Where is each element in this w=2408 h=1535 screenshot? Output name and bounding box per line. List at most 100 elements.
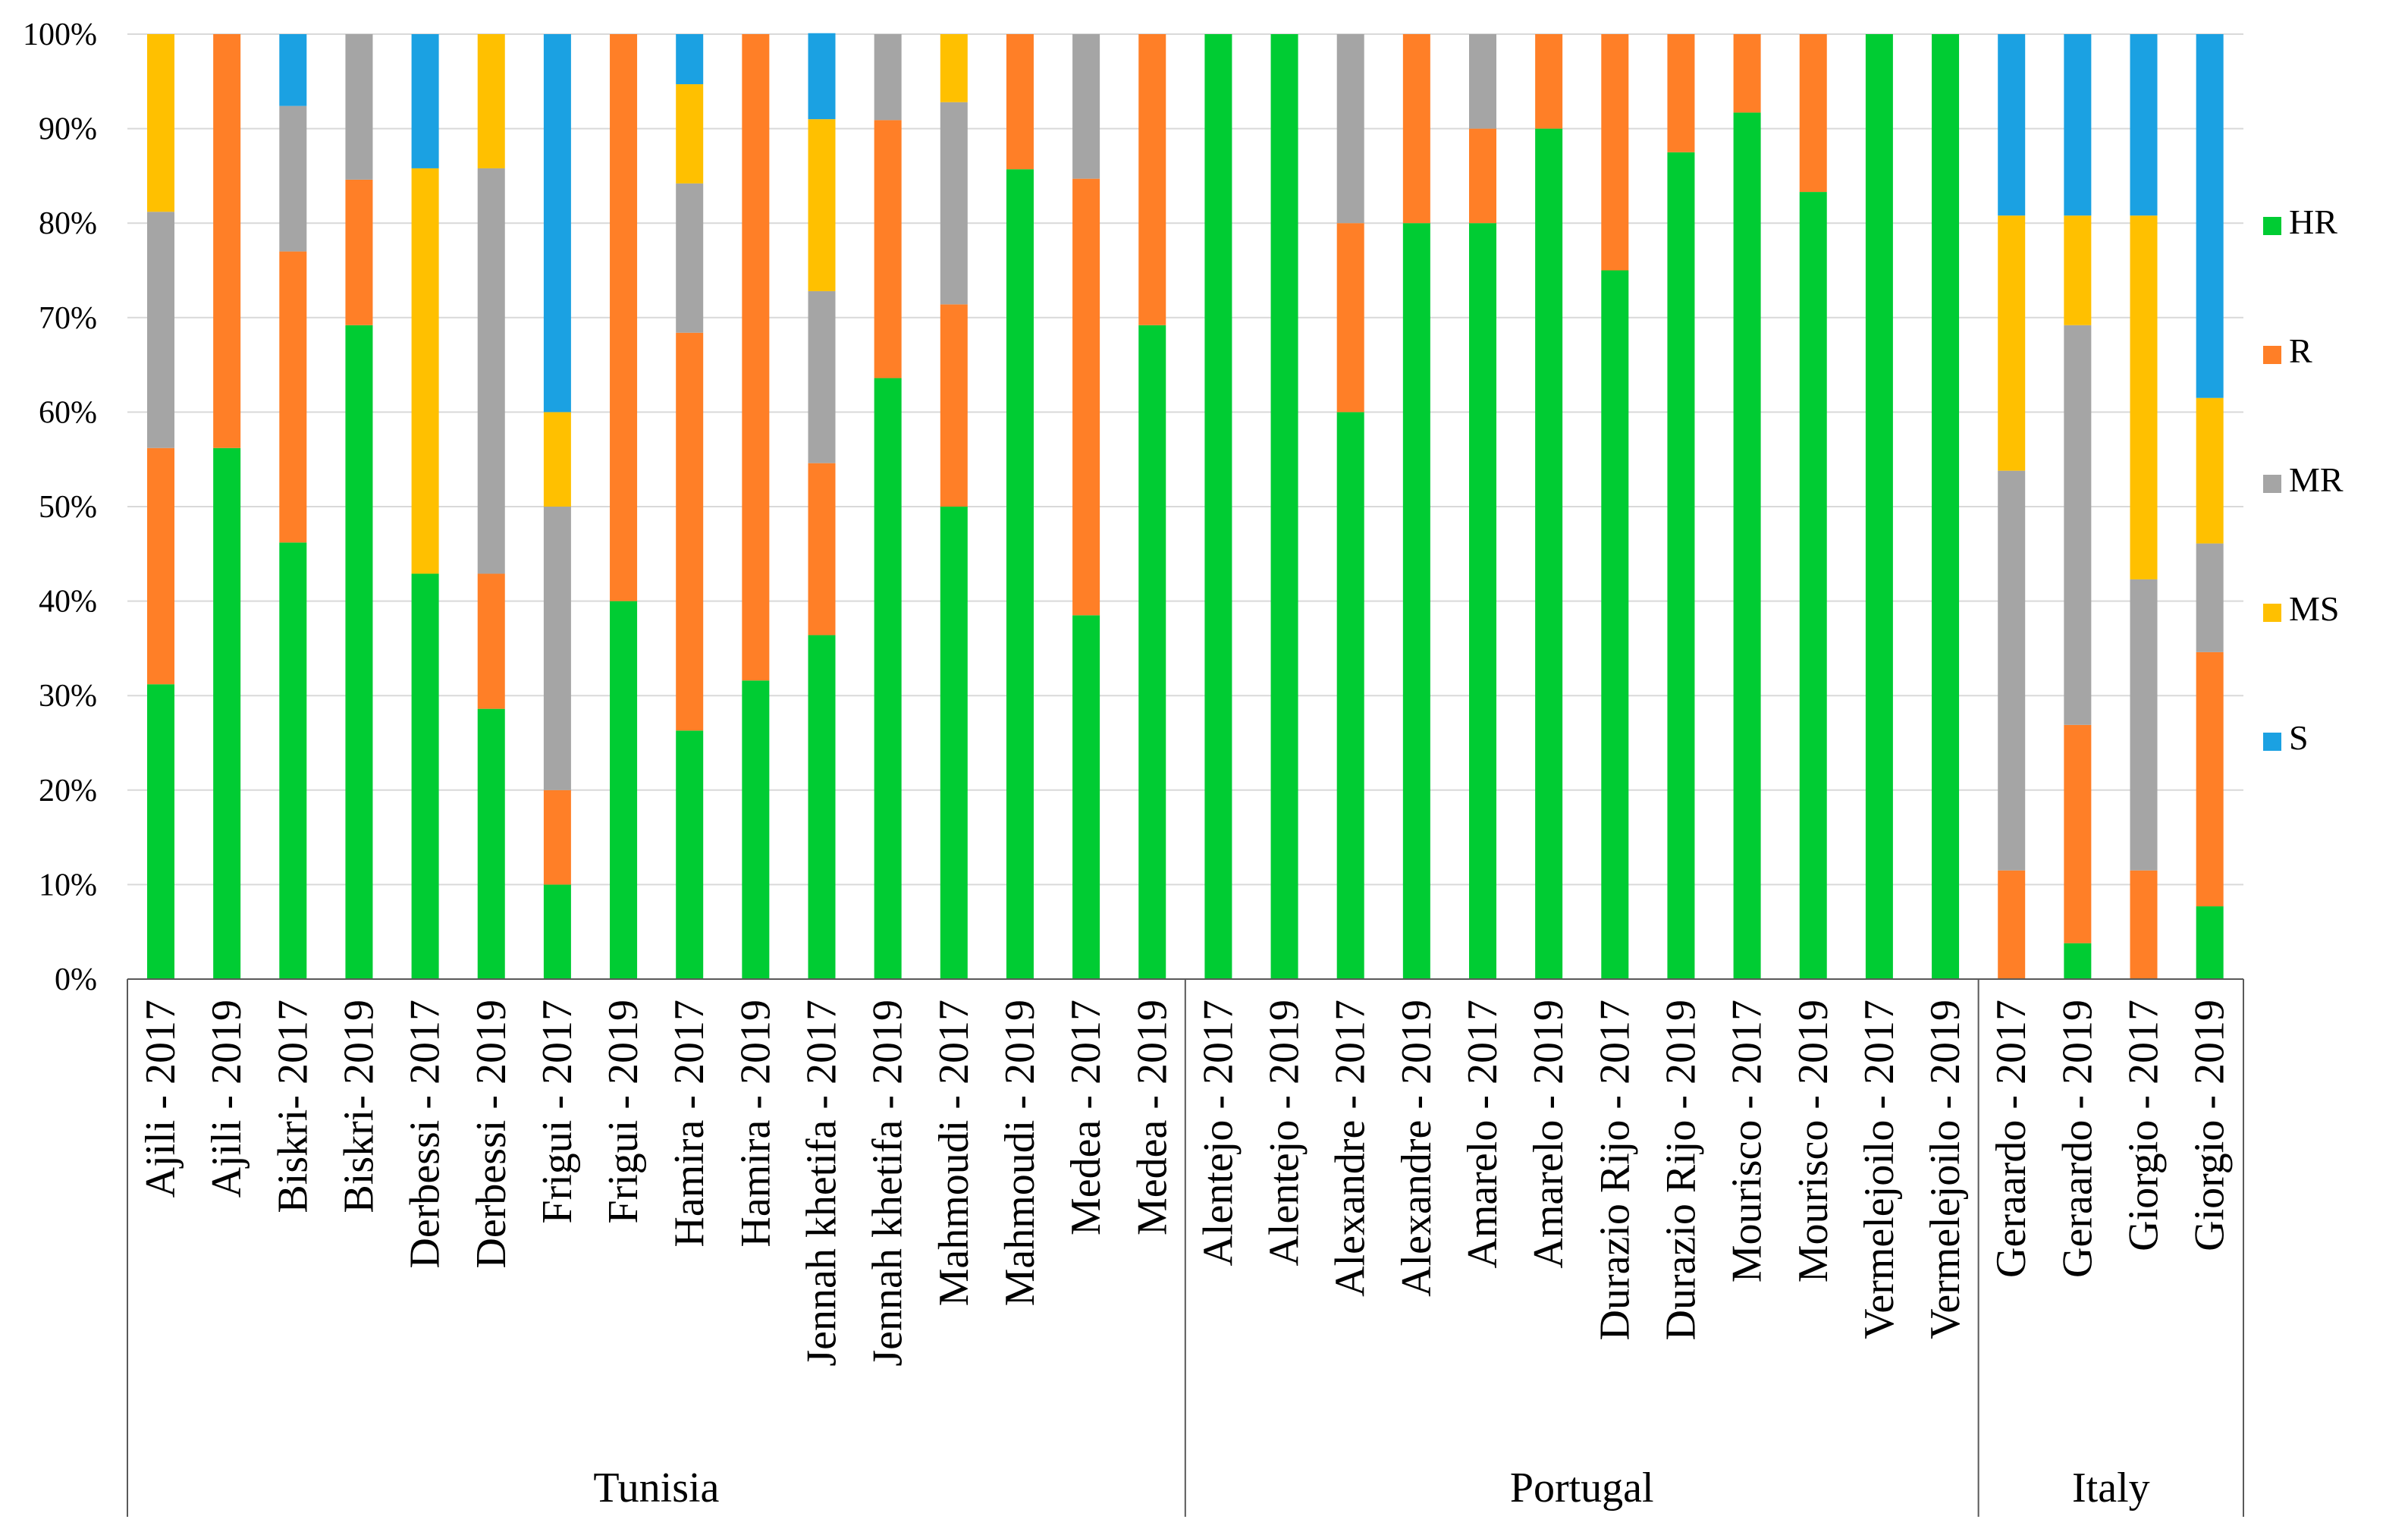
legend-label-r: R (2289, 331, 2312, 370)
bar-segment-r (279, 251, 307, 543)
x-tick-label: Biskri- 2017 (269, 1000, 316, 1213)
bar-segment-mr (1072, 34, 1100, 179)
bar-segment-ms (543, 412, 571, 507)
x-tick-label: Biskri- 2019 (335, 1000, 382, 1213)
x-tick-label: Vermelejoilo - 2017 (1856, 1000, 1903, 1339)
bar-segment-r (2130, 870, 2158, 979)
x-tick-label: Durazio Rijo - 2017 (1591, 1000, 1638, 1340)
bar-segment-r (1535, 34, 1563, 129)
bar-segment-r (874, 120, 902, 378)
group-label: Portugal (1510, 1464, 1654, 1511)
x-tick-label: Giorgio - 2017 (2121, 1000, 2168, 1251)
bar-segment-mr (147, 212, 174, 448)
bar-segment-ms (147, 34, 174, 212)
bar-segment-s (676, 34, 704, 85)
legend-label-mr: MR (2289, 460, 2344, 499)
x-tick-label: Medea - 2017 (1063, 1000, 1110, 1235)
bar-segment-hr (1469, 223, 1496, 979)
x-tick-label: Geraardo - 2019 (2054, 1000, 2101, 1278)
bar-segment-hr (1667, 152, 1695, 979)
x-tick-label: Durazio Rijo - 2019 (1657, 1000, 1704, 1340)
bar-segment-hr (610, 601, 638, 979)
x-tick-label: Mourisco - 2017 (1724, 1000, 1771, 1282)
bar-segment-ms (808, 119, 836, 291)
x-axis (127, 978, 2244, 1517)
bar-segment-hr (808, 635, 836, 979)
bar-segment-hr (1204, 34, 1232, 979)
bar-segment-s (411, 34, 439, 168)
bar-segment-r (940, 304, 968, 507)
bar-segment-mr (2064, 325, 2092, 725)
y-tick-label: 80% (39, 206, 97, 241)
bar-segment-ms (676, 84, 704, 184)
bar-segment-mr (874, 34, 902, 121)
group-label: Tunisia (593, 1464, 719, 1511)
x-tick-label: Hamira - 2019 (732, 1000, 779, 1248)
bar-segment-ms (2130, 215, 2158, 579)
y-tick-label: 30% (39, 679, 97, 714)
bar-segment-ms (2196, 397, 2224, 544)
bar-segment-mr (279, 105, 307, 252)
x-tick-label: Alexandre - 2017 (1327, 1000, 1374, 1297)
bar-segment-s (279, 34, 307, 106)
bar-segment-mr (2196, 543, 2224, 652)
bar-segment-hr (1535, 128, 1563, 980)
y-tick-label: 40% (39, 585, 97, 620)
bar-segment-hr (543, 884, 571, 979)
legend-swatch-s (2263, 733, 2281, 751)
bar-segment-hr (2064, 943, 2092, 979)
bar-segment-hr (1270, 34, 1298, 979)
bar-segment-hr (742, 680, 770, 979)
bar-segment-r (2196, 651, 2224, 907)
x-tick-label: Jennah khetifa - 2019 (865, 1000, 912, 1367)
bar-segment-mr (1998, 470, 2026, 871)
bar-segment-hr (1006, 169, 1034, 980)
bars (147, 33, 2224, 980)
bar-segment-mr (2130, 579, 2158, 871)
x-tick-label: Amarelo - 2019 (1525, 1000, 1572, 1269)
y-tick-label: 0% (55, 962, 97, 997)
x-tick-label: Ajili - 2017 (137, 1000, 184, 1198)
bar-segment-s (543, 34, 571, 413)
bar-segment-mr (1336, 34, 1364, 224)
x-tick-label: Derbessi - 2017 (402, 1000, 449, 1269)
x-axis-ticks: Ajili - 2017 Ajili - 2019 Biskri- 2017 Bisk… (137, 1000, 2234, 1367)
bar-segment-r (2064, 724, 2092, 943)
bar-segment-s (1998, 34, 2026, 216)
x-tick-label: Alentejo - 2017 (1195, 1000, 1242, 1266)
y-tick-label: 100% (23, 17, 97, 52)
bar-segment-mr (676, 183, 704, 333)
x-tick-label: Frigui - 2017 (534, 1000, 581, 1224)
y-tick-label: 70% (39, 301, 97, 336)
y-tick-label: 90% (39, 112, 97, 147)
bar-segment-hr (1072, 615, 1100, 979)
bar-segment-r (1601, 34, 1629, 271)
x-tick-label: Alexandre - 2019 (1393, 1000, 1440, 1297)
bar-segment-ms (2064, 215, 2092, 325)
bar-segment-hr (1733, 112, 1761, 980)
bar-segment-s (808, 33, 836, 120)
bar-segment-mr (808, 290, 836, 463)
bar-segment-r (213, 34, 241, 448)
bar-segment-r (1006, 34, 1034, 170)
x-tick-label: Frigui - 2019 (600, 1000, 647, 1224)
bar-segment-r (1336, 223, 1364, 413)
bar-segment-hr (345, 325, 373, 979)
bar-segment-ms (477, 34, 505, 168)
bar-segment-mr (345, 34, 373, 180)
bar-segment-r (1072, 178, 1100, 616)
bar-segment-s (2196, 34, 2224, 398)
bar-segment-r (1799, 34, 1827, 193)
bar-segment-hr (411, 573, 439, 979)
bar-segment-hr (874, 378, 902, 979)
x-tick-label: Vermelejoilo - 2019 (1922, 1000, 1969, 1339)
y-tick-label: 10% (39, 868, 97, 902)
bar-segment-r (477, 573, 505, 709)
bar-segment-r (1469, 128, 1496, 224)
x-tick-label: Jennah khetifa - 2017 (799, 1000, 846, 1367)
bar-segment-r (610, 34, 638, 601)
bar-segment-hr (940, 507, 968, 979)
legend-swatch-mr (2263, 475, 2281, 493)
legend-label-ms: MS (2289, 589, 2339, 628)
bar-segment-hr (477, 708, 505, 979)
